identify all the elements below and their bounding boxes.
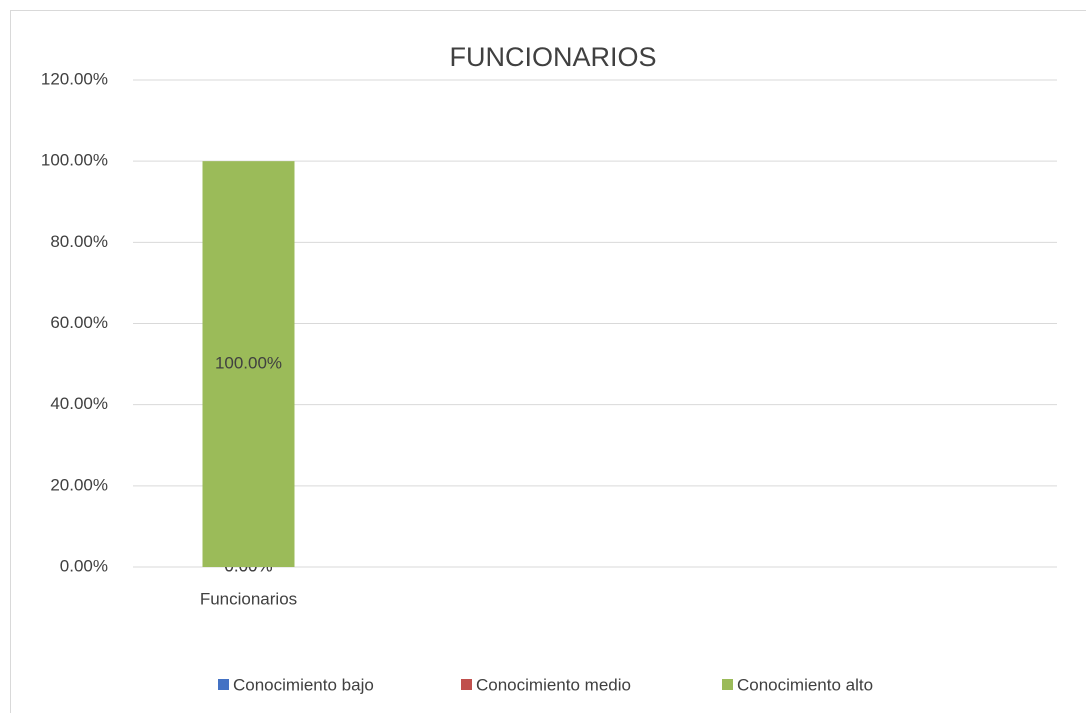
y-tick-label: 0.00%: [60, 556, 108, 575]
bar-segment: [202, 161, 295, 567]
y-tick-label: 120.00%: [41, 69, 108, 88]
legend-label: Conocimiento bajo: [233, 675, 374, 694]
y-tick-label: 40.00%: [50, 394, 108, 413]
chart-title: FUNCIONARIOS: [449, 42, 656, 72]
x-tick-label: Funcionarios: [200, 589, 297, 608]
chart-frame: [10, 10, 1086, 713]
legend-swatch: [461, 679, 472, 690]
legend-swatch: [722, 679, 733, 690]
y-tick-label: 20.00%: [50, 475, 108, 494]
legend-swatch: [218, 679, 229, 690]
data-label: 100.00%: [215, 354, 282, 373]
legend-label: Conocimiento medio: [476, 675, 631, 694]
y-tick-label: 100.00%: [41, 151, 108, 170]
y-tick-label: 80.00%: [50, 232, 108, 251]
legend-label: Conocimiento alto: [737, 675, 873, 694]
y-tick-label: 60.00%: [50, 313, 108, 332]
